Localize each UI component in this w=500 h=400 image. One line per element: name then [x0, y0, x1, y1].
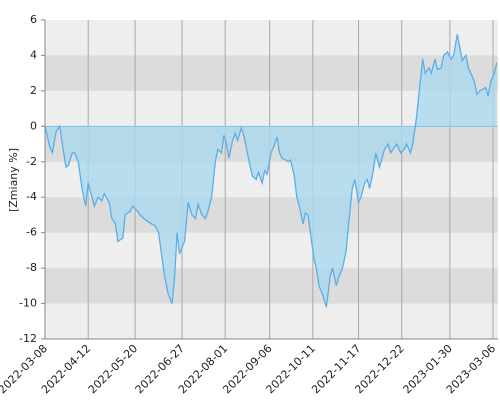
- y-tick-label: -2: [26, 155, 37, 168]
- y-tick-label: -6: [26, 226, 37, 239]
- x-tick-label: 2022-05-20: [86, 342, 140, 396]
- line: [44, 34, 498, 308]
- y-tick-label: -8: [26, 261, 37, 274]
- y-tick-label: -12: [19, 332, 37, 345]
- y-tick-label: -10: [19, 297, 37, 310]
- y-tick-label: -4: [26, 190, 37, 203]
- area: [45, 34, 497, 308]
- y-tick-label: 0: [30, 119, 37, 132]
- y-axis-label: [Zmiany %]: [7, 148, 20, 212]
- y-tick-label: 6: [30, 13, 37, 26]
- y-tick-label: 2: [30, 84, 37, 97]
- y-tick-label: 4: [30, 48, 37, 61]
- band: [45, 268, 498, 304]
